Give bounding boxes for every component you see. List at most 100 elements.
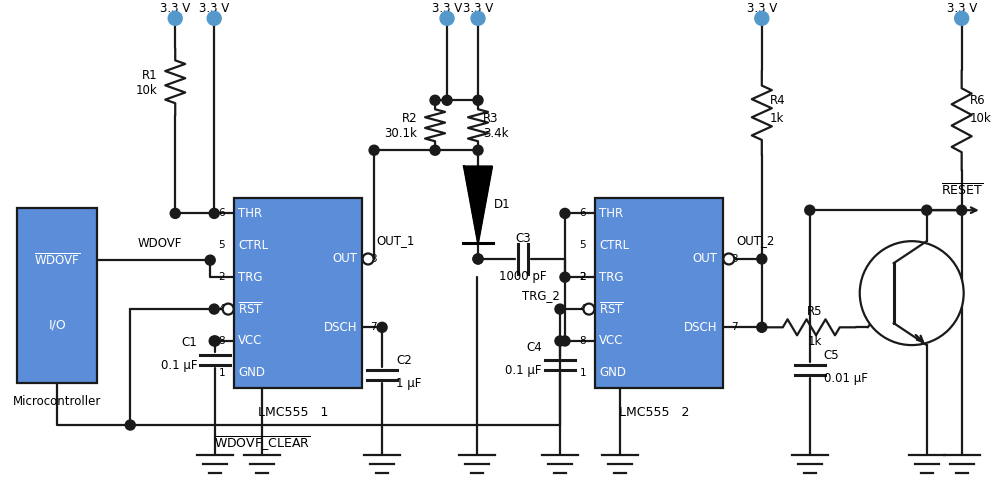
Text: 3.4k: 3.4k (483, 127, 509, 140)
Text: 0.1 μF: 0.1 μF (161, 359, 197, 371)
Text: 0.01 μF: 0.01 μF (824, 371, 868, 385)
Text: 10k: 10k (135, 84, 157, 97)
Circle shape (430, 145, 440, 155)
Text: C4: C4 (526, 341, 542, 354)
Text: OUT_1: OUT_1 (376, 234, 414, 247)
Circle shape (170, 208, 180, 219)
Text: 3.3 V: 3.3 V (160, 2, 190, 15)
Text: 3.3 V: 3.3 V (747, 2, 777, 15)
Text: C3: C3 (515, 232, 531, 245)
Text: OUT_2: OUT_2 (737, 234, 775, 247)
Circle shape (860, 241, 964, 345)
FancyBboxPatch shape (17, 208, 97, 383)
Text: 1k: 1k (770, 112, 784, 125)
Text: TRG: TRG (599, 270, 623, 284)
Text: 30.1k: 30.1k (384, 127, 417, 140)
Circle shape (473, 254, 483, 264)
Text: THR: THR (238, 207, 262, 220)
Circle shape (205, 255, 215, 265)
Circle shape (363, 253, 374, 265)
Text: 2: 2 (579, 272, 586, 282)
Circle shape (377, 322, 387, 332)
Circle shape (223, 304, 234, 315)
Text: R6: R6 (970, 94, 985, 107)
Text: 6: 6 (579, 208, 586, 219)
Circle shape (209, 208, 219, 219)
Text: LMC555   1: LMC555 1 (258, 406, 328, 419)
Circle shape (369, 145, 379, 155)
Text: 8: 8 (579, 336, 586, 346)
Text: 4: 4 (219, 304, 225, 314)
Circle shape (805, 205, 815, 215)
Text: CTRL: CTRL (599, 239, 629, 252)
Circle shape (471, 11, 485, 25)
Circle shape (473, 145, 483, 155)
Circle shape (583, 304, 594, 315)
Text: 1k: 1k (808, 335, 822, 348)
Text: 5: 5 (219, 240, 225, 250)
Text: CTRL: CTRL (238, 239, 268, 252)
Text: VCC: VCC (599, 335, 623, 347)
Text: 1 μF: 1 μF (396, 377, 421, 390)
Text: WDOVF: WDOVF (138, 237, 182, 250)
Text: 8: 8 (219, 336, 225, 346)
Text: D1: D1 (494, 197, 511, 211)
Circle shape (442, 95, 452, 105)
Text: 3: 3 (370, 254, 377, 264)
Circle shape (757, 322, 767, 332)
Text: 10k: 10k (970, 112, 991, 125)
Text: I/O: I/O (48, 318, 66, 332)
Text: 1: 1 (219, 368, 225, 378)
Text: THR: THR (599, 207, 623, 220)
Circle shape (168, 11, 182, 25)
Text: 5: 5 (579, 240, 586, 250)
Text: R4: R4 (770, 94, 785, 107)
Circle shape (209, 304, 219, 314)
Text: GND: GND (599, 367, 626, 379)
Text: 4: 4 (579, 304, 586, 314)
Circle shape (555, 336, 565, 346)
Text: $\overline{\mathrm{WDOVF\_CLEAR}}$: $\overline{\mathrm{WDOVF\_CLEAR}}$ (214, 435, 310, 453)
Text: TRG: TRG (238, 270, 263, 284)
Text: OUT: OUT (693, 252, 718, 266)
Circle shape (957, 205, 967, 215)
Text: 3: 3 (731, 254, 737, 264)
Circle shape (207, 11, 221, 25)
Circle shape (430, 95, 440, 105)
Text: TRG_2: TRG_2 (522, 289, 560, 302)
Circle shape (473, 95, 483, 105)
Text: 3.3 V: 3.3 V (947, 2, 977, 15)
Circle shape (210, 336, 220, 346)
Text: $\overline{\rm RST}$: $\overline{\rm RST}$ (599, 301, 624, 317)
Circle shape (560, 272, 570, 282)
Polygon shape (464, 167, 492, 243)
Circle shape (209, 336, 219, 346)
Circle shape (440, 11, 454, 25)
Text: R1: R1 (142, 69, 157, 82)
Text: R3: R3 (483, 112, 499, 125)
Text: C2: C2 (396, 354, 412, 367)
Text: 3.3 V: 3.3 V (199, 2, 229, 15)
Text: 1: 1 (579, 368, 586, 378)
Text: Microcontroller: Microcontroller (13, 394, 101, 408)
Circle shape (473, 254, 483, 264)
Text: $\overline{\rm RST}$: $\overline{\rm RST}$ (238, 301, 263, 317)
Text: 2: 2 (579, 272, 586, 282)
Circle shape (555, 304, 565, 314)
Text: 7: 7 (370, 322, 377, 332)
Circle shape (757, 254, 767, 264)
FancyBboxPatch shape (234, 198, 362, 388)
Text: R5: R5 (807, 305, 823, 318)
Text: C5: C5 (824, 348, 839, 362)
Text: LMC555   2: LMC555 2 (619, 406, 689, 419)
Circle shape (955, 11, 969, 25)
Text: DSCH: DSCH (324, 321, 357, 334)
Text: 6: 6 (219, 208, 225, 219)
Text: DSCH: DSCH (684, 321, 718, 334)
Text: R2: R2 (401, 112, 417, 125)
Circle shape (922, 205, 932, 215)
Text: 2: 2 (219, 272, 225, 282)
Text: OUT: OUT (332, 252, 357, 266)
Text: 1000 pF: 1000 pF (499, 270, 547, 283)
Text: 3.3 V: 3.3 V (432, 2, 462, 15)
